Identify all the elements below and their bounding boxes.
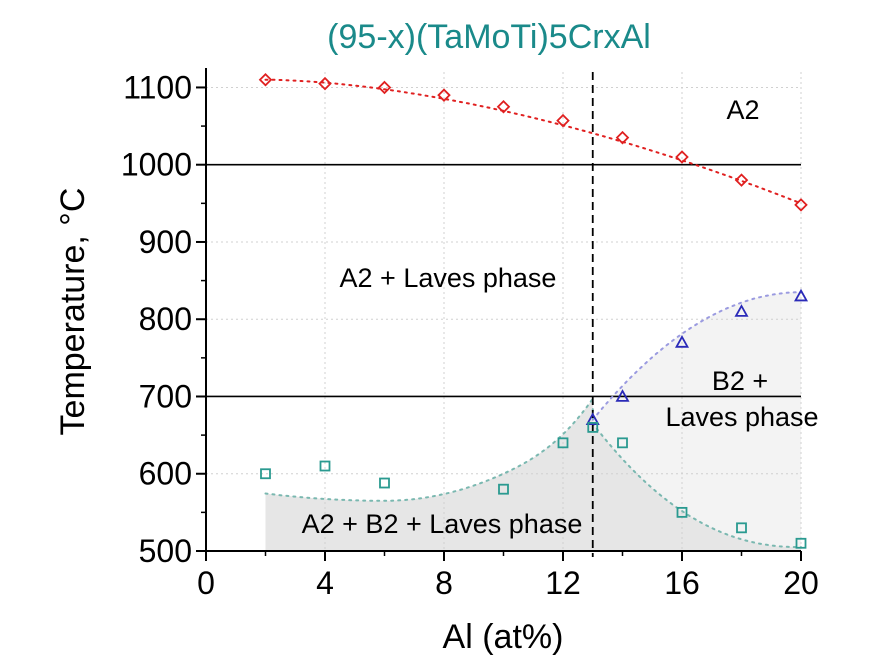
data-point-square — [617, 437, 628, 449]
data-point-square — [795, 537, 807, 549]
y-axis-label: Temperature, °C — [54, 188, 92, 436]
annotation-a2-laves: A2 + Laves phase — [340, 263, 557, 293]
data-point-square — [379, 477, 390, 489]
annotation-b2-laves-1: B2 + — [712, 366, 768, 396]
annotation-a2-b2-laves: A2 + B2 + Laves phase — [302, 509, 583, 539]
data-point-triangle — [615, 389, 630, 402]
y-tick-label: 1000 — [121, 147, 192, 183]
chart-title: (95-x)(TaMoTi)5CrxAl — [327, 18, 651, 56]
y-tick-label: 700 — [139, 378, 192, 414]
data-point-triangle — [585, 412, 600, 425]
x-axis-label: Al (at%) — [443, 618, 564, 656]
data-point-diamond — [258, 72, 273, 87]
y-tick-label: 500 — [139, 533, 192, 569]
region-b2-laves — [592, 292, 801, 548]
x-tick-label: 12 — [545, 565, 581, 601]
data-point-triangle — [734, 304, 749, 317]
three-phase-boundary-curve — [264, 395, 802, 549]
data-point-diamond — [377, 80, 392, 95]
y-tick-label: 1100 — [123, 69, 192, 105]
data-point-diamond — [318, 76, 332, 91]
data-point-diamond — [615, 130, 630, 145]
x-tick-label: 4 — [316, 565, 334, 601]
data-point-square — [319, 460, 331, 472]
x-tick-label: 0 — [197, 565, 215, 601]
y-tick-label: 900 — [139, 224, 192, 260]
data-point-diamond — [675, 150, 689, 164]
data-point-square — [676, 506, 688, 518]
data-point-square — [498, 483, 509, 495]
y-tick-label: 800 — [139, 301, 192, 337]
data-point-square — [736, 522, 747, 534]
b2-boundary-curve — [591, 291, 802, 421]
annotation-a2: A2 — [726, 95, 759, 125]
x-tick-label: 16 — [664, 565, 700, 601]
annotation-b2-laves-2: Laves phase — [665, 402, 818, 432]
x-tick-label: 20 — [783, 565, 819, 601]
data-point-diamond — [734, 173, 749, 187]
region-a2-b2-laves — [265, 398, 801, 551]
a2-solvus-curve — [264, 78, 802, 205]
data-point-diamond — [556, 113, 570, 128]
data-point-square — [557, 437, 569, 449]
data-point-diamond — [496, 99, 511, 114]
y-tick-label: 600 — [139, 456, 192, 492]
data-point-triangle — [793, 288, 809, 302]
data-point-square — [260, 468, 271, 480]
data-point-triangle — [674, 335, 690, 348]
x-tick-label: 8 — [435, 565, 453, 601]
data-point-diamond — [794, 198, 808, 212]
data-point-diamond — [437, 88, 451, 102]
data-point-square — [587, 421, 599, 433]
